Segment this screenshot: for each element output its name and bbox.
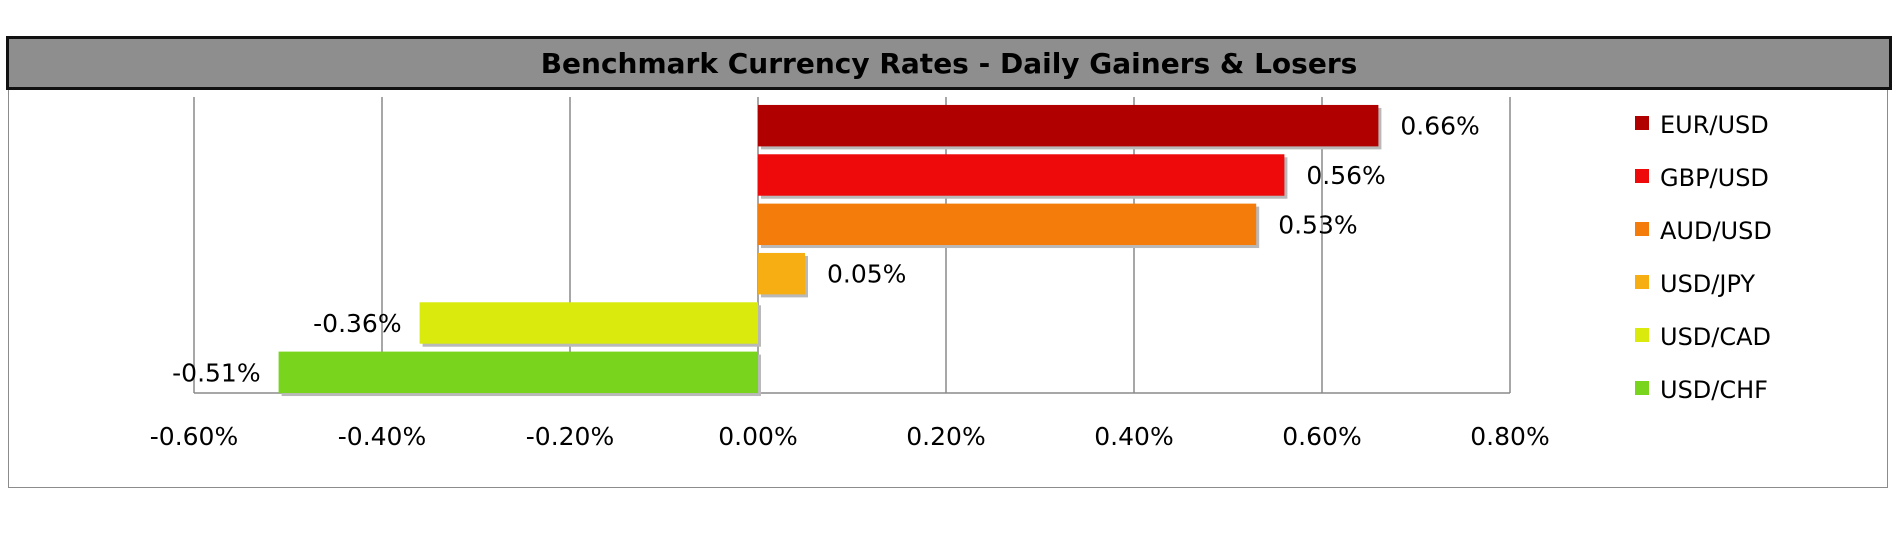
legend-label: GBP/USD (1660, 164, 1769, 192)
legend-label: AUD/USD (1660, 217, 1772, 245)
legend-label: EUR/USD (1660, 111, 1769, 139)
data-label: 0.66% (1400, 112, 1479, 141)
legend: EUR/USD GBP/USD AUD/USD USD/JPY USD/CAD USD/C… (1635, 111, 1772, 404)
x-tick-label: 0.40% (1094, 422, 1173, 451)
x-tick-label: -0.60% (150, 422, 238, 451)
legend-swatch (1635, 275, 1649, 289)
gridlines (193, 97, 1511, 394)
legend-label: USD/JPY (1660, 270, 1755, 298)
legend-swatch (1635, 169, 1649, 183)
bar-usd-chf (278, 351, 758, 394)
legend-swatch (1635, 381, 1649, 395)
x-tick-label: -0.20% (526, 422, 614, 451)
bar-eur-usd (758, 104, 1379, 147)
bar-gbp-usd (758, 154, 1285, 196)
data-label: 0.53% (1278, 210, 1357, 239)
x-tick-label: 0.60% (1282, 422, 1361, 451)
bar-usd-jpy (758, 252, 805, 295)
legend-label: USD/CAD (1660, 323, 1771, 351)
bars (278, 104, 1382, 397)
data-label: -0.36% (313, 309, 401, 338)
legend-swatch (1635, 116, 1649, 130)
chart-title-bar: Benchmark Currency Rates - Daily Gainers… (6, 36, 1892, 90)
legend-swatch (1635, 222, 1649, 236)
data-label: 0.05% (827, 260, 906, 289)
x-tick-label: 0.20% (906, 422, 985, 451)
data-label: -0.51% (172, 358, 260, 387)
x-tick-label: -0.40% (338, 422, 426, 451)
chart-title: Benchmark Currency Rates - Daily Gainers… (540, 46, 1358, 80)
legend-label: USD/CHF (1660, 376, 1768, 404)
data-label: 0.56% (1306, 161, 1385, 190)
bar-aud-usd (758, 203, 1257, 246)
x-tick-label: 0.80% (1470, 422, 1549, 451)
x-tick-label: 0.00% (718, 422, 797, 451)
x-axis-ticks: -0.60% -0.40% -0.20% 0.00% 0.20% 0.40% 0.60% 0.… (150, 422, 1550, 451)
legend-swatch (1635, 328, 1649, 342)
bar-usd-cad (419, 302, 758, 344)
data-labels: 0.66% 0.56% 0.53% 0.05% -0.36% -0.51% (172, 112, 1480, 388)
